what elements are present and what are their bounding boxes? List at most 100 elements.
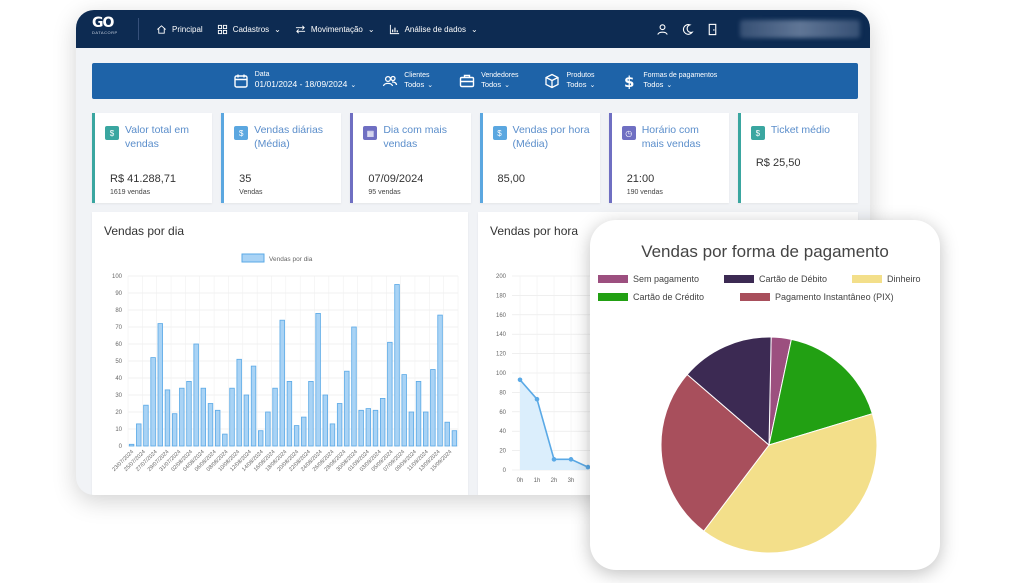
legend-item-sem-pagamento[interactable]: Sem pagamento <box>598 274 699 284</box>
filter-label: Data <box>254 71 270 78</box>
dollar-icon: $ <box>492 126 507 140</box>
legend-label: Vendas por dia <box>269 256 313 263</box>
kpi-value: 21:00 <box>626 173 655 185</box>
top-navbar: GO DATACORP Principal Cadastros ⌄ Movime… <box>76 10 870 48</box>
dollar-icon: $ <box>105 126 119 140</box>
bar <box>365 408 372 447</box>
bar <box>222 433 228 447</box>
nav-item-analise[interactable]: Análise de dados ⌄ <box>389 24 478 35</box>
bar <box>265 411 271 447</box>
user-icon[interactable] <box>656 23 669 36</box>
dollar-icon: $ <box>624 73 634 89</box>
bar <box>286 380 293 447</box>
filter-date[interactable]: Data 01/01/2024 - 18/09/2024 ⌄ <box>233 71 356 91</box>
filter-value: 01/01/2024 - 18/09/2024 <box>254 79 348 89</box>
bar <box>451 430 458 447</box>
filter-label: Produtos <box>566 71 595 79</box>
nav-item-cadastros[interactable]: Cadastros ⌄ <box>217 24 281 35</box>
bar <box>193 343 199 447</box>
bar <box>351 326 357 447</box>
bar <box>279 319 285 447</box>
bar <box>272 387 278 447</box>
y-tick-label: 50 <box>115 359 122 365</box>
dollar-icon: $ <box>750 126 765 140</box>
legend-label: Sem pagamento <box>633 274 700 284</box>
moon-icon[interactable] <box>681 23 694 36</box>
y-tick-label: 10 <box>115 427 122 433</box>
bar <box>207 403 214 447</box>
legend-item-pix[interactable]: Pagamento Instantâneo (PIX) <box>740 292 894 302</box>
filter-value: Todos <box>404 79 425 89</box>
y-tick-label: 30 <box>115 393 122 399</box>
legend-item-cartao-debito[interactable]: Cartão de Débito <box>724 274 827 284</box>
bar <box>236 358 242 447</box>
bar <box>258 430 264 447</box>
y-tick-label: 60 <box>115 342 122 348</box>
x-tick-label: 0h <box>517 478 524 484</box>
line-area <box>520 379 588 470</box>
legend-label: Dinheiro <box>887 274 921 284</box>
kpi-value: 85,00 <box>497 173 526 185</box>
bar <box>437 314 443 447</box>
line-point <box>585 464 591 470</box>
x-tick-label: 2h <box>551 478 558 484</box>
x-tick-label: 3h <box>568 478 575 484</box>
bar <box>372 409 379 447</box>
y-tick-label: 60 <box>499 410 506 416</box>
legend-label: Cartão de Débito <box>759 274 828 284</box>
panel-title: Vendas por dia <box>104 224 185 238</box>
filter-products[interactable]: Produtos Todos ⌄ <box>544 72 595 91</box>
door-icon[interactable] <box>706 23 719 36</box>
x-tick-label: 1h <box>534 478 541 484</box>
y-tick-label: 100 <box>496 371 507 377</box>
logo[interactable]: GO DATACORP <box>92 16 126 42</box>
filter-clients[interactable]: Clientes Todos ⌄ <box>382 72 433 91</box>
y-tick-label: 40 <box>499 429 506 435</box>
bar <box>214 409 221 447</box>
bar <box>430 369 436 447</box>
filter-label: Vendedores <box>481 71 519 79</box>
bar <box>308 380 314 447</box>
chevron-down-icon: ⌄ <box>589 81 596 89</box>
legend-item-dinheiro[interactable]: Dinheiro <box>852 274 921 284</box>
legend-swatch <box>598 275 628 283</box>
legend-swatch <box>724 275 754 283</box>
bar <box>229 387 235 447</box>
briefcase-icon <box>459 74 475 88</box>
pie-card-payment-methods: Vendas por forma de pagamento Sem pagame… <box>590 220 940 570</box>
bar <box>200 387 207 447</box>
nav-item-movimentacao[interactable]: Movimentação ⌄ <box>295 24 375 35</box>
kpi-value: 07/09/2024 <box>368 173 424 185</box>
calendar-icon <box>233 74 248 88</box>
y-tick-label: 90 <box>115 291 122 297</box>
y-tick-label: 200 <box>496 274 507 280</box>
chevron-down-icon: ⌄ <box>470 24 478 34</box>
bar <box>243 394 250 447</box>
filter-payments[interactable]: $ Formas de pagamentos Todos ⌄ <box>621 72 717 91</box>
filter-sellers[interactable]: Vendedores Todos ⌄ <box>459 72 518 91</box>
filter-label: Clientes <box>404 71 430 79</box>
legend-item-cartao-credito[interactable]: Cartão de Crédito <box>598 292 704 302</box>
nav-item-principal[interactable]: Principal <box>156 24 203 35</box>
line-point <box>551 457 557 462</box>
legend-swatch <box>740 293 770 301</box>
kpi-title: Dia com mais vendas <box>383 124 447 150</box>
legend-swatch <box>598 293 628 301</box>
bar <box>136 423 142 447</box>
chevron-down-icon: ⌄ <box>367 24 375 34</box>
panel-title: Vendas por hora <box>490 224 579 238</box>
y-tick-label: 180 <box>496 293 507 299</box>
bar <box>315 313 321 447</box>
chevron-down-icon: ⌄ <box>666 81 673 89</box>
kpi-title: Vendas por hora (Média) <box>512 124 590 150</box>
bar <box>186 380 192 447</box>
bar <box>143 404 149 447</box>
line-point <box>568 457 574 462</box>
line-point <box>517 377 523 383</box>
bar <box>344 370 350 447</box>
kpi-title: Valor total em vendas <box>125 124 189 150</box>
nav-divider <box>138 18 139 40</box>
bar <box>415 380 422 447</box>
bar <box>379 397 386 447</box>
